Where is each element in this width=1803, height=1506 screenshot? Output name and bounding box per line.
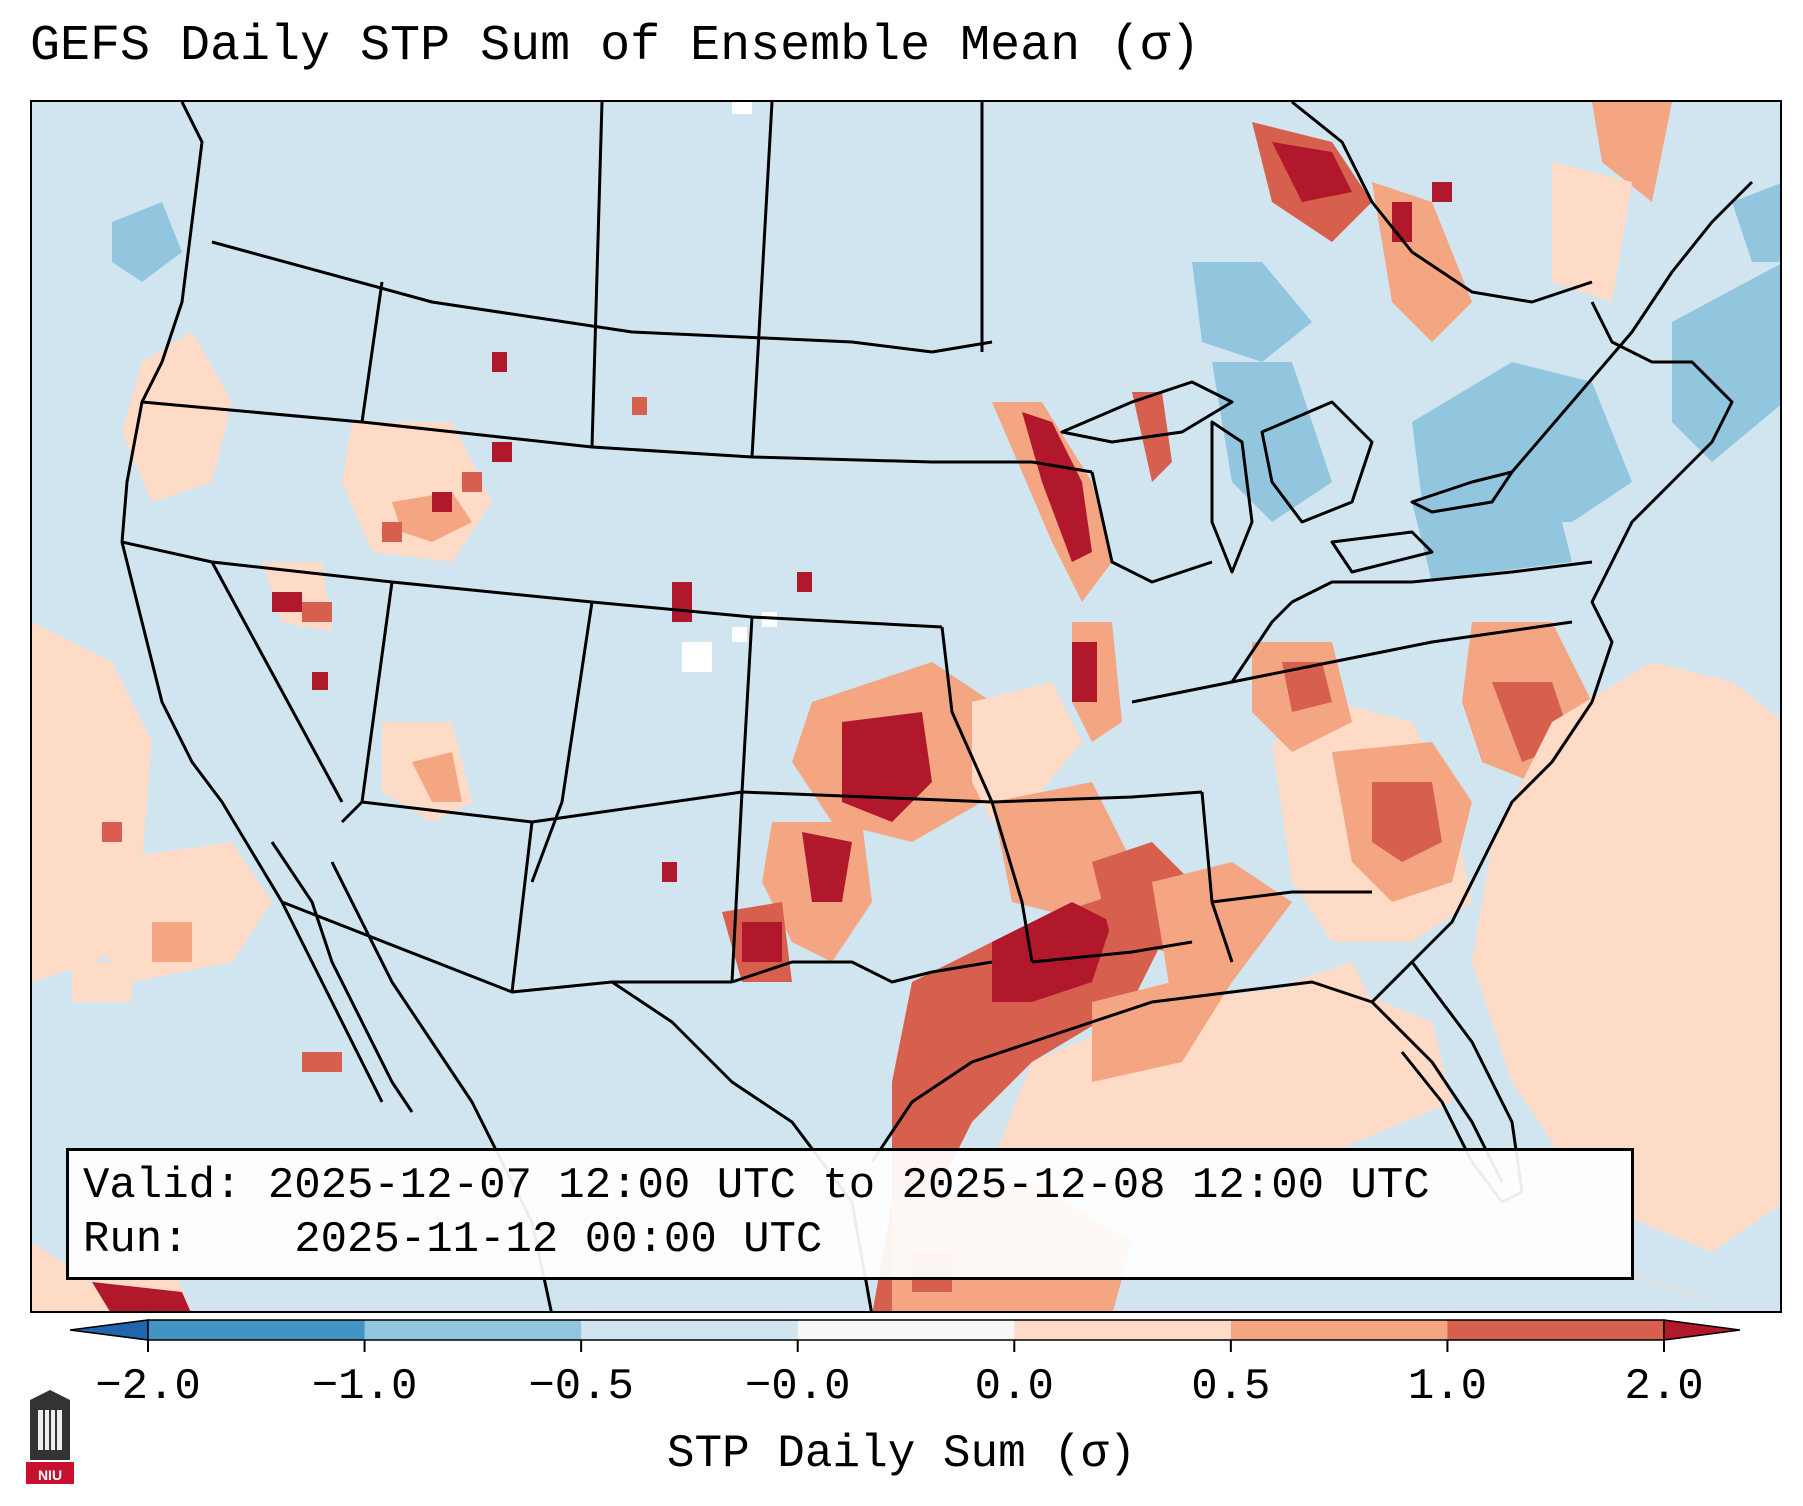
valid-info-box: Valid: 2025-12-07 12:00 UTC to 2025-12-0… — [66, 1148, 1634, 1280]
colorbar-tick-label: 0.5 — [1191, 1362, 1271, 1412]
valid-label: Valid: — [83, 1161, 242, 1211]
colorbar-segment — [1014, 1320, 1232, 1340]
coastlines-and-borders — [120, 102, 1754, 1311]
niu-logo: NIU — [26, 1390, 74, 1484]
colorbar-tick-label: 2.0 — [1624, 1362, 1704, 1412]
colorbar-title: STP Daily Sum (σ) — [666, 1428, 1137, 1480]
colorbar-segments — [147, 1319, 1665, 1341]
colorbar-segment — [1230, 1320, 1448, 1340]
colorbar — [70, 1319, 1740, 1352]
map-panel — [30, 100, 1782, 1313]
colorbar-segment — [148, 1320, 366, 1340]
great-lakes-anomalies — [1192, 183, 1780, 582]
quebec-anomalies — [1252, 102, 1672, 342]
colorbar-tick-label: −0.5 — [528, 1362, 634, 1412]
valid-value: 2025-12-07 12:00 UTC to 2025-12-08 12:00… — [267, 1161, 1430, 1211]
pacific-anomalies — [32, 202, 342, 1311]
colorbar-tick-label: −1.0 — [311, 1362, 418, 1412]
colorbar-tick-label: 0.0 — [974, 1362, 1054, 1412]
colorbar-segment — [581, 1320, 799, 1340]
colorbar-segment — [364, 1320, 582, 1340]
logo-text: NIU — [38, 1467, 62, 1483]
colorbar-segment — [797, 1320, 1015, 1340]
colorbar-segment — [1447, 1320, 1665, 1340]
southeast-anomalies — [1252, 622, 1780, 1252]
northwest-anomalies — [122, 102, 812, 882]
colorbar-tick-label: −0.0 — [744, 1362, 851, 1412]
run-value: 2025-11-12 00:00 UTC — [294, 1215, 823, 1265]
colorbar-extend-low — [70, 1319, 149, 1341]
colorbar-tick-label: −2.0 — [95, 1362, 201, 1412]
map-title: GEFS Daily STP Sum of Ensemble Mean (σ) — [30, 18, 1201, 75]
colorbar-ticks — [147, 1340, 1665, 1352]
colorbar-extend-high — [1663, 1319, 1740, 1341]
run-label: Run: — [83, 1215, 189, 1265]
colorbar-tick-label: 1.0 — [1407, 1362, 1488, 1412]
map-canvas — [32, 102, 1780, 1311]
